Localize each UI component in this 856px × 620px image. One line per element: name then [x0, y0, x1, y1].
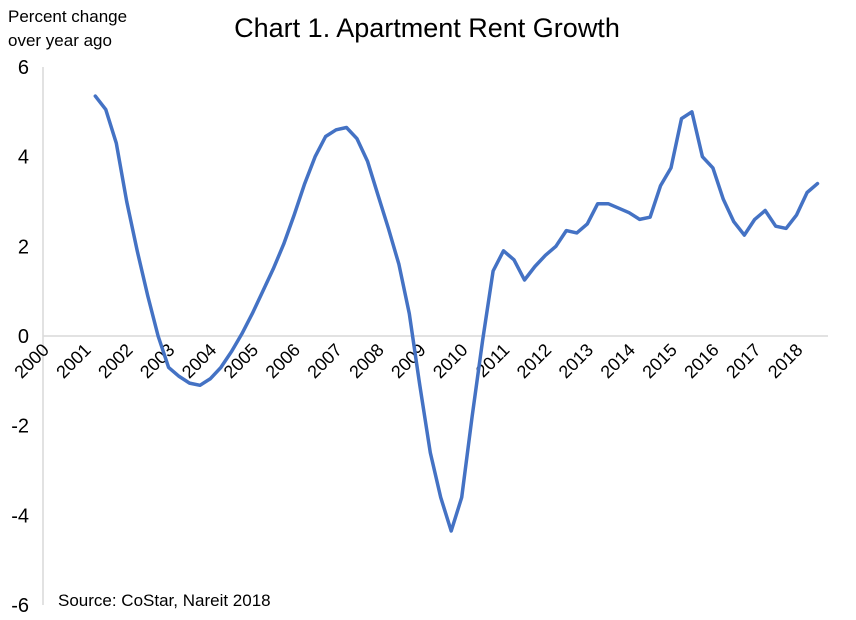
x-tick-label: 2006 — [262, 340, 304, 382]
x-axis-ticks: 2000 2001 2002 2003 2004 2005 2006 2007 2008 2009… — [10, 340, 806, 382]
x-tick-label: 2008 — [345, 340, 387, 382]
x-tick-label: 2018 — [764, 340, 806, 382]
y-axis-label-line-2: over year ago — [8, 31, 112, 50]
x-tick-label: 2009 — [387, 340, 429, 382]
y-axis-label-line-1: Percent change — [8, 7, 127, 26]
y-tick-label: 4 — [18, 147, 29, 169]
x-tick-label: 2010 — [429, 340, 471, 382]
x-tick-label: 2013 — [555, 340, 597, 382]
chart-title: Chart 1. Apartment Rent Growth — [234, 13, 620, 43]
x-tick-label: 2015 — [638, 340, 680, 382]
y-tick-label: -4 — [11, 505, 29, 527]
x-tick-label: 2002 — [94, 340, 136, 382]
y-axis-ticks: 6 4 2 0 -2 -4 -6 — [11, 57, 29, 617]
series-line — [93, 94, 820, 533]
y-tick-label: -6 — [11, 595, 29, 617]
x-tick-label: 2001 — [52, 340, 94, 382]
y-tick-label: -2 — [11, 416, 29, 438]
x-tick-label: 2000 — [10, 340, 52, 382]
y-tick-label: 0 — [18, 326, 29, 348]
x-tick-label: 2016 — [680, 340, 722, 382]
source-note: Source: CoStar, Nareit 2018 — [58, 591, 271, 610]
x-tick-label: 2003 — [136, 340, 178, 382]
x-tick-label: 2017 — [722, 340, 764, 382]
x-tick-label: 2007 — [303, 340, 345, 382]
x-tick-label: 2012 — [513, 340, 555, 382]
x-tick-label: 2014 — [597, 340, 639, 382]
y-tick-label: 6 — [18, 57, 29, 79]
y-tick-label: 2 — [18, 236, 29, 258]
